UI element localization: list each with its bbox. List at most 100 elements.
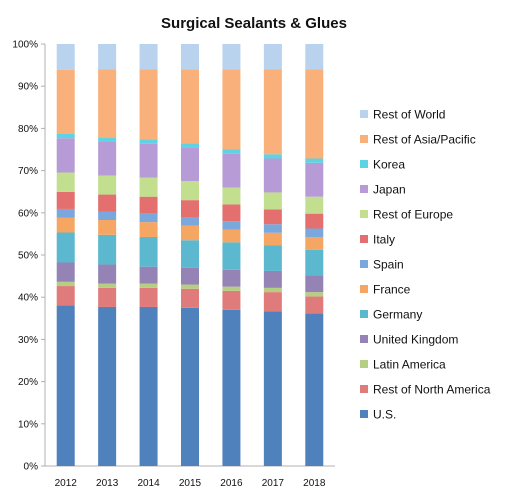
- bar-segment-korea: [98, 137, 117, 142]
- bar-segment-rest-of-world: [222, 44, 241, 70]
- bar-segment-latin-america: [181, 284, 199, 289]
- bar-segment-italy: [305, 213, 324, 229]
- y-tick-label: 80%: [18, 124, 38, 135]
- bar-stack-2016: [222, 44, 241, 466]
- bar-segment-united-kingdom: [139, 266, 158, 284]
- bar-segment-united-kingdom: [56, 262, 75, 282]
- bar-segment-latin-america: [263, 287, 282, 293]
- bar-segment-italy: [222, 204, 241, 222]
- bar-segment-japan: [139, 143, 158, 178]
- bar-segment-italy: [139, 196, 158, 214]
- bar-segment-rest-of-world: [263, 44, 282, 70]
- bar-segment-rest-of-europe: [181, 181, 199, 201]
- bar-segment-spain: [56, 208, 75, 218]
- bar-segment-rest-of-asia-pacific: [98, 69, 117, 138]
- bar-segment-rest-of-asia-pacific: [139, 69, 158, 140]
- bar-segment-u-s: [181, 307, 199, 466]
- y-tick-label: 30%: [18, 335, 38, 346]
- bar-segment-korea: [222, 149, 241, 154]
- bar-segment-rest-of-north-america: [139, 287, 158, 307]
- bar-segment-germany: [305, 249, 324, 276]
- y-tick-label: 40%: [18, 293, 38, 304]
- legend-item-france: France: [360, 283, 411, 297]
- bar-segment-rest-of-north-america: [305, 296, 324, 314]
- legend-swatch: [360, 235, 368, 243]
- bar-segment-germany: [222, 242, 241, 270]
- legend-swatch: [360, 360, 368, 368]
- bar-segment-germany: [263, 245, 282, 271]
- legend-item-korea: Korea: [360, 158, 405, 172]
- bar-segment-germany: [56, 232, 75, 263]
- bar-segment-united-kingdom: [181, 267, 199, 285]
- bar-segment-italy: [98, 194, 117, 212]
- y-tick-label: 90%: [18, 82, 38, 93]
- bar-segment-korea: [56, 133, 75, 139]
- bar-segment-japan: [56, 138, 75, 173]
- legend-swatch: [360, 310, 368, 318]
- bar-segment-u-s: [139, 306, 158, 466]
- bar-segment-rest-of-asia-pacific: [305, 69, 324, 159]
- legend-swatch: [360, 410, 368, 418]
- legend-swatch: [360, 210, 368, 218]
- y-tick-label: 20%: [18, 377, 38, 388]
- legend-item-japan: Japan: [360, 183, 406, 197]
- legend-item-rest-of-europe: Rest of Europe: [360, 208, 453, 222]
- legend-item-rest-of-world: Rest of World: [360, 108, 445, 122]
- bar-segment-rest-of-asia-pacific: [222, 69, 241, 150]
- bar-segment-korea: [139, 139, 158, 144]
- bar-segment-u-s: [305, 313, 324, 466]
- plot-area: 0%10%20%30%40%50%60%70%80%90%100% 2012 20…: [12, 40, 335, 489]
- bar-segment-spain: [222, 221, 241, 230]
- bar-segment-latin-america: [305, 292, 324, 297]
- legend-item-u-s: U.S.: [360, 408, 396, 422]
- bar-segment-korea: [181, 143, 199, 148]
- bar-segment-rest-of-europe: [56, 172, 75, 192]
- y-tick-label: 70%: [18, 166, 38, 177]
- bar-segment-rest-of-europe: [305, 196, 324, 214]
- y-tick-label: 50%: [18, 251, 38, 262]
- bar-segment-germany: [139, 236, 158, 267]
- legend-swatch: [360, 160, 368, 168]
- bar-segment-spain: [98, 211, 117, 221]
- bar-segment-japan: [263, 158, 282, 193]
- bar-segment-spain: [305, 228, 324, 237]
- legend: Rest of World Rest of Asia/Pacific Korea Ja…: [360, 108, 491, 422]
- bar-segment-france: [56, 217, 75, 233]
- bar-segment-latin-america: [222, 286, 241, 291]
- bar-segment-latin-america: [139, 283, 158, 288]
- bar-segment-france: [181, 225, 199, 241]
- bar-segment-japan: [181, 147, 199, 182]
- legend-swatch: [360, 285, 368, 293]
- x-tick-label: 2013: [96, 478, 119, 489]
- x-tick-label: 2016: [220, 478, 243, 489]
- y-tick-labels: 0% 10% 20% 30% 40% 50% 60% 70% 80% 90% 100%: [12, 40, 45, 473]
- legend-label: Korea: [373, 158, 405, 172]
- x-tick-label: 2017: [262, 478, 285, 489]
- bar-segment-italy: [56, 191, 75, 209]
- bar-segment-france: [305, 236, 324, 250]
- bar-stack-2018: [305, 44, 324, 466]
- legend-label: Spain: [373, 258, 404, 272]
- bar-stack-2013: [98, 44, 117, 466]
- x-tick-labels: 2012 2013 2014 2015 2016 2017 2018: [55, 478, 326, 489]
- legend-swatch: [360, 335, 368, 343]
- legend-label: Germany: [373, 308, 422, 322]
- legend-swatch: [360, 385, 368, 393]
- bar-segment-rest-of-asia-pacific: [181, 69, 199, 144]
- bar-segment-u-s: [56, 305, 75, 466]
- y-tick-label: 0%: [24, 462, 39, 473]
- legend-label: Rest of World: [373, 108, 445, 122]
- bar-segment-japan: [98, 141, 117, 176]
- legend-item-italy: Italy: [360, 233, 395, 247]
- legend-label: Rest of Europe: [373, 208, 453, 222]
- bar-segment-united-kingdom: [98, 264, 117, 284]
- legend-label: Rest of North America: [373, 383, 491, 397]
- legend-label: Italy: [373, 233, 395, 247]
- bar-segment-rest-of-europe: [139, 177, 158, 197]
- bar-segment-latin-america: [98, 283, 117, 288]
- bar-segment-korea: [263, 154, 282, 159]
- bar-segment-u-s: [263, 311, 282, 466]
- bar-segment-rest-of-north-america: [181, 288, 199, 308]
- bar-segment-rest-of-europe: [98, 175, 117, 195]
